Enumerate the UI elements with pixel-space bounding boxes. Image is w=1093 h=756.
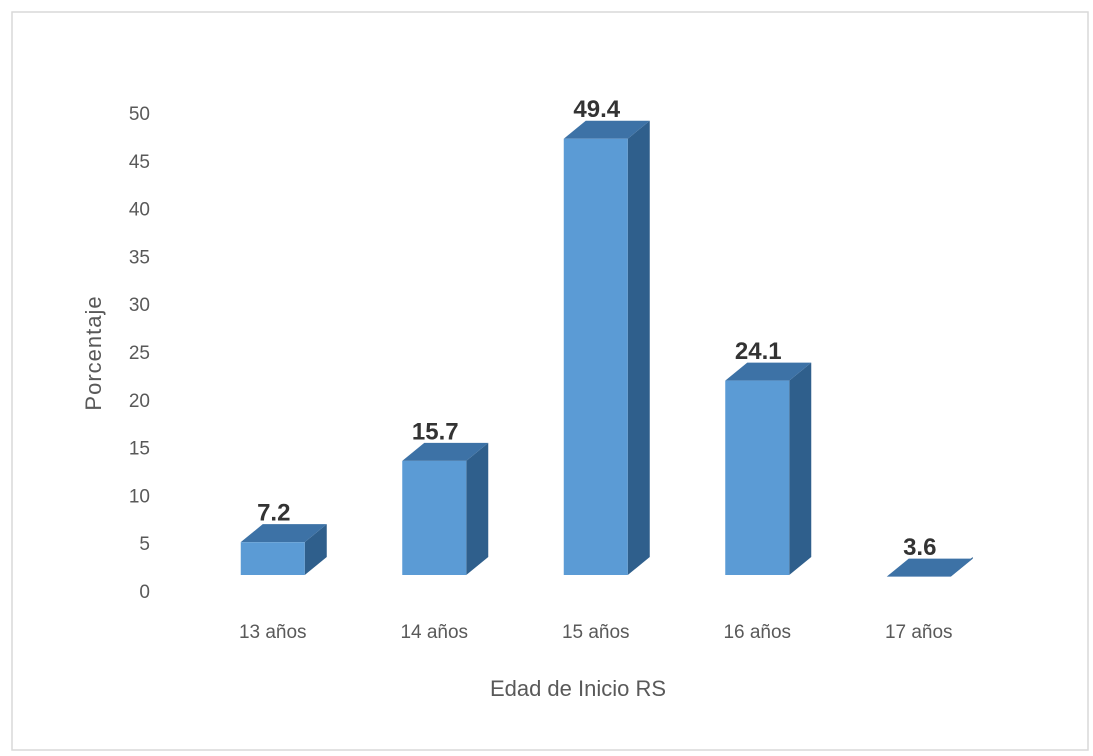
bar-side — [304, 524, 327, 575]
y-tick-label: 40 — [129, 200, 150, 221]
bar-side — [466, 442, 489, 575]
bar — [563, 120, 650, 576]
y-tick-label: 15 — [129, 439, 150, 460]
value-label: 7.2 — [257, 500, 290, 527]
bar-side — [627, 120, 650, 576]
bar-top — [240, 524, 327, 543]
y-tick-label: 5 — [139, 534, 150, 555]
bar-front — [563, 138, 628, 575]
value-label: 24.1 — [735, 338, 782, 365]
value-label: 3.6 — [903, 534, 936, 561]
value-label: 49.4 — [573, 96, 620, 123]
y-tick-label: 0 — [139, 582, 150, 603]
y-tick-label: 35 — [129, 247, 150, 268]
y-tick-label: 25 — [129, 343, 150, 364]
bar — [725, 362, 812, 575]
x-tick-label: 14 años — [400, 622, 468, 643]
y-axis-title: Porcentaje — [81, 295, 106, 410]
bar — [240, 524, 327, 575]
bar-top — [402, 442, 489, 461]
bar-top — [886, 558, 973, 577]
value-label: 15.7 — [412, 418, 459, 445]
x-tick-label: 16 años — [723, 622, 791, 643]
bar-top — [725, 362, 812, 381]
x-axis-title: Edad de Inicio RS — [490, 676, 666, 701]
bar-front — [240, 542, 305, 575]
bar — [402, 442, 489, 575]
x-tick-label: 17 años — [885, 622, 953, 643]
y-tick-label: 10 — [129, 486, 150, 507]
bar-front — [725, 380, 790, 575]
x-tick-label: 15 años — [562, 622, 630, 643]
bar-top — [563, 120, 650, 139]
bar-side — [789, 362, 812, 575]
bar-front — [402, 460, 467, 575]
y-tick-label: 20 — [129, 391, 150, 412]
y-tick-label: 30 — [129, 295, 150, 316]
y-tick-label: 50 — [129, 104, 150, 125]
chart-border — [11, 11, 1089, 751]
x-tick-label: 13 años — [239, 622, 307, 643]
y-tick-label: 45 — [129, 152, 150, 173]
bar — [886, 557, 973, 577]
